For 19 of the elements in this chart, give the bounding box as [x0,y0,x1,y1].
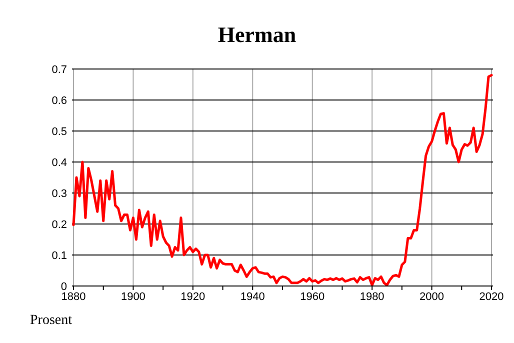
x-tick-label: 1980 [360,291,384,303]
chart-title: Herman [218,22,296,47]
y-tick-label: 0 [60,281,67,293]
y-tick-label: 0.7 [52,64,67,76]
y-tick-label: 0.2 [52,219,67,231]
x-tick-label: 1900 [120,291,146,303]
x-tick-label: 1880 [61,291,86,303]
y-tick-label: 0.6 [52,95,67,107]
x-tick-label: 1940 [240,291,265,303]
line-series [72,74,493,286]
x-tick-label: 1960 [300,291,325,303]
y-tick-label: 0.1 [52,250,67,262]
y-tick-label: 0.4 [52,157,67,169]
y-axis-title: Prosent [30,313,72,328]
x-tick-label: 1920 [180,291,206,303]
x-tick-label: 2000 [420,291,444,303]
y-tick-label: 0.3 [52,188,67,200]
x-tick-label: 2020 [479,291,504,303]
y-tick-label: 0.5 [52,126,67,138]
